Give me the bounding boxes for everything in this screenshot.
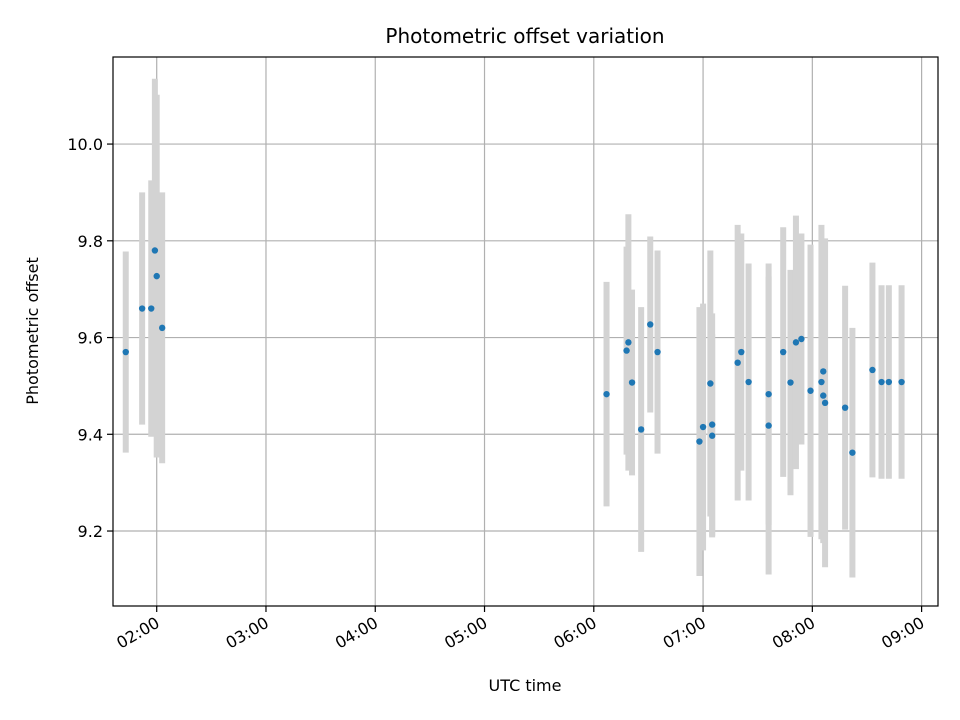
data-point — [787, 379, 794, 386]
data-point — [849, 449, 856, 456]
y-axis-label: Photometric offset — [23, 257, 42, 405]
data-point — [821, 399, 829, 407]
data-point — [885, 378, 893, 386]
data-point — [628, 379, 636, 386]
data-point — [151, 247, 159, 254]
data-point — [841, 404, 849, 411]
y-tick-label: 9.2 — [78, 522, 103, 541]
data-point — [745, 378, 752, 386]
data-point — [798, 335, 805, 343]
data-point — [623, 347, 630, 354]
y-axis-ticks: 9.2 9.4 9.6 9.8 10.0 — [67, 135, 113, 541]
y-tick-label: 9.6 — [78, 329, 103, 348]
data-point — [707, 380, 714, 387]
data-point — [869, 366, 876, 374]
data-point — [765, 422, 772, 429]
data-point — [820, 368, 827, 375]
data-point — [779, 348, 787, 356]
data-point — [699, 423, 707, 431]
data-point — [898, 378, 905, 386]
plot-area — [112, 56, 939, 607]
data-points — [122, 247, 905, 456]
data-point — [738, 348, 745, 356]
data-point — [153, 272, 160, 280]
data-point — [792, 339, 800, 346]
data-point — [158, 324, 166, 332]
x-axis-label: UTC time — [489, 676, 562, 695]
data-point — [122, 348, 129, 356]
data-point — [878, 378, 885, 386]
data-point — [647, 321, 654, 328]
y-tick-label: 9.8 — [78, 232, 103, 251]
axes-frame — [112, 56, 939, 607]
data-point — [807, 387, 814, 394]
data-point — [637, 426, 645, 433]
y-tick-label: 9.4 — [78, 425, 103, 444]
chart-title: Photometric offset variation — [385, 24, 664, 48]
data-point — [603, 390, 610, 398]
data-point — [708, 421, 716, 428]
data-point — [820, 392, 827, 399]
data-point — [818, 378, 825, 386]
data-point — [734, 359, 741, 366]
data-point — [138, 305, 146, 312]
data-point — [148, 305, 155, 312]
y-tick-label: 10.0 — [67, 135, 103, 154]
data-point — [708, 432, 716, 439]
data-point — [625, 339, 632, 346]
axes-background — [113, 57, 938, 606]
data-point — [696, 438, 703, 445]
data-point — [654, 348, 661, 356]
data-point — [765, 390, 772, 398]
